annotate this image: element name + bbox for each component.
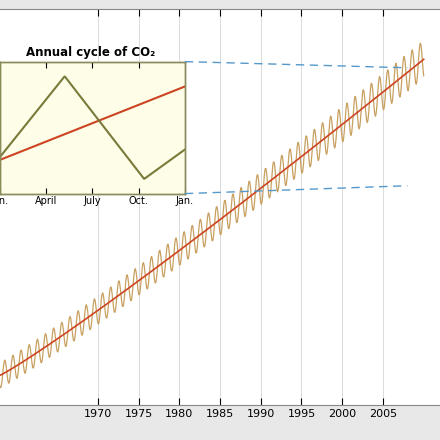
- Text: Annual cycle of CO₂: Annual cycle of CO₂: [26, 46, 156, 59]
